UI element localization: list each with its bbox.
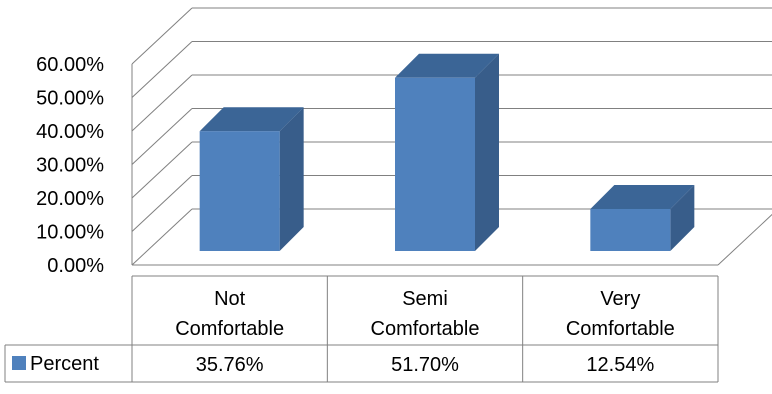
x-category-label: Comfortable [566, 318, 675, 340]
legend-series-name: Percent [30, 353, 99, 375]
y-tick-label: 20.00% [36, 188, 104, 210]
y-tick-label: 60.00% [36, 54, 104, 76]
y-tick-label: 30.00% [36, 155, 104, 177]
bar [590, 184, 695, 251]
gridline-diagonal [131, 175, 193, 232]
legend-swatch [12, 356, 26, 370]
y-tick-label: 40.00% [36, 121, 104, 143]
gridline-diagonal [131, 7, 193, 65]
bar-top-face [590, 184, 695, 209]
bar-side-face [475, 53, 499, 252]
gridline-diagonal [131, 41, 193, 98]
gridline-diagonal [131, 141, 193, 199]
x-category-label: Comfortable [371, 318, 480, 340]
bar-front-face [590, 208, 671, 251]
x-category-label: Semi [402, 288, 448, 310]
bar-side-face [279, 107, 304, 251]
data-table-value: 12.54% [586, 354, 654, 376]
x-category-label: Very [600, 288, 640, 310]
gridline-diagonal [131, 108, 193, 165]
bar-front-face [395, 77, 475, 252]
data-table-value: 51.70% [391, 354, 459, 376]
bar-top-face [395, 53, 499, 78]
y-tick-label: 50.00% [36, 88, 104, 110]
y-tick-label: 10.00% [36, 222, 104, 244]
bar-top-face [199, 107, 304, 132]
bar [395, 53, 499, 252]
x-category-label: Not [214, 288, 246, 310]
x-category-label: Comfortable [175, 318, 284, 340]
gridline-diagonal [131, 74, 193, 132]
floor-right-edge [717, 213, 772, 266]
y-tick-label: 0.00% [47, 255, 104, 277]
bar-side-face [670, 184, 695, 251]
bar-front-face [199, 131, 280, 251]
bar [199, 107, 304, 251]
data-table-value: 35.76% [196, 354, 264, 376]
gridline-diagonal [131, 208, 193, 266]
